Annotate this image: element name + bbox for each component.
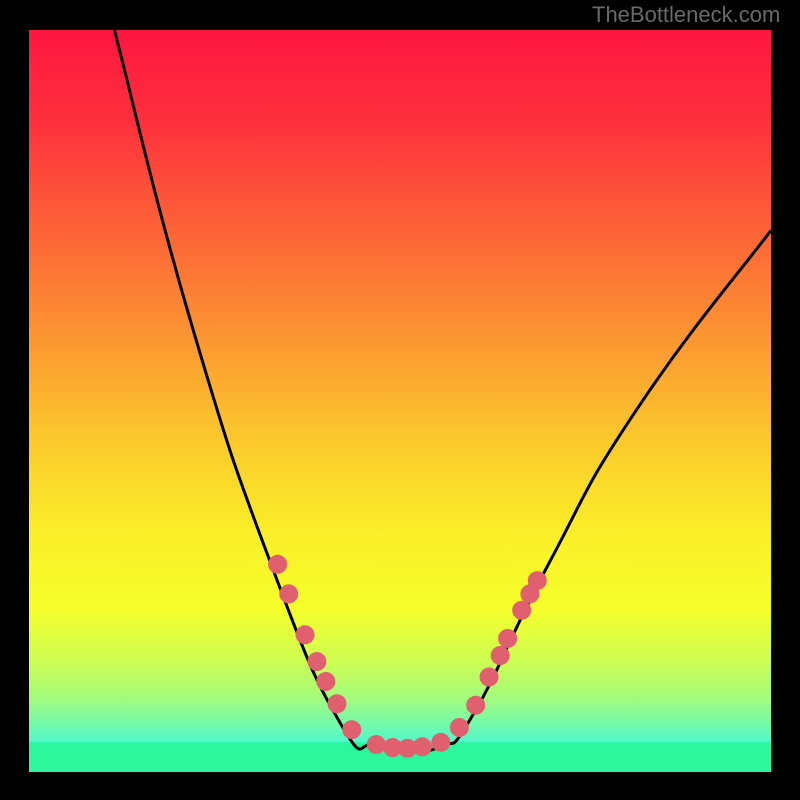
marker-point xyxy=(328,695,346,713)
gradient-background xyxy=(29,30,771,772)
chart-container: TheBottleneck.com xyxy=(0,0,800,800)
plot-svg xyxy=(29,30,771,772)
marker-point xyxy=(317,672,335,690)
marker-point xyxy=(269,555,287,573)
marker-point xyxy=(280,585,298,603)
marker-point xyxy=(499,629,517,647)
marker-point xyxy=(480,668,498,686)
marker-point xyxy=(308,652,326,670)
marker-point xyxy=(513,601,531,619)
watermark-text: TheBottleneck.com xyxy=(592,2,780,28)
marker-point xyxy=(491,647,509,665)
marker-point xyxy=(413,738,431,756)
marker-point xyxy=(450,718,468,736)
marker-point xyxy=(432,733,450,751)
plot-area xyxy=(29,30,771,772)
marker-point xyxy=(367,736,385,754)
marker-point xyxy=(467,696,485,714)
marker-point xyxy=(343,721,361,739)
marker-point xyxy=(296,626,314,644)
marker-point xyxy=(528,572,546,590)
